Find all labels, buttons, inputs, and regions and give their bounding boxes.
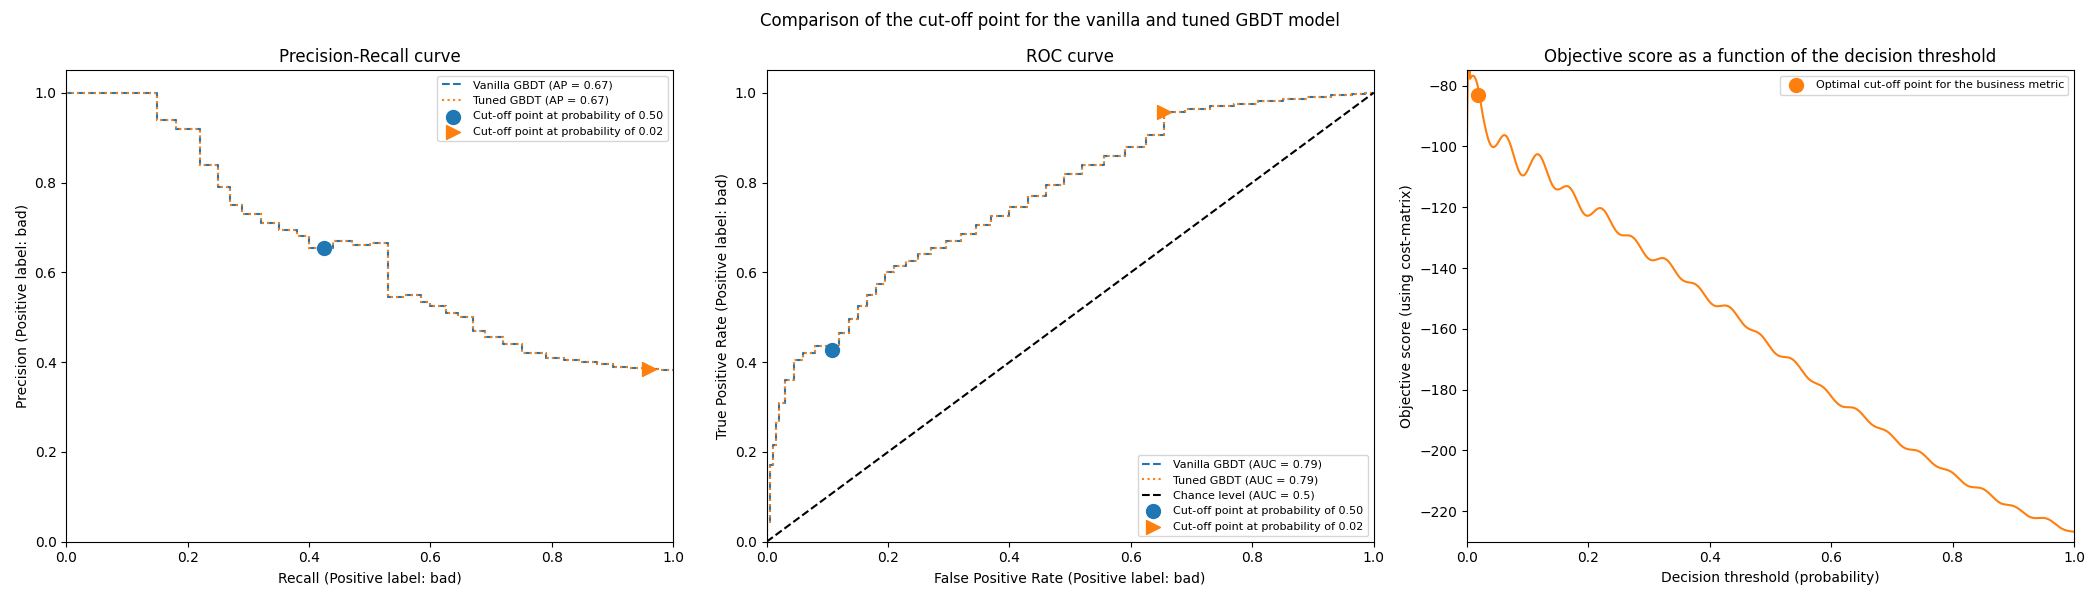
Title: Objective score as a function of the decision threshold: Objective score as a function of the dec… xyxy=(1544,48,1997,66)
Tuned GBDT (AUC = 0.79) xyxy=(1361,89,1386,97)
Tuned GBDT (AUC = 0.79) xyxy=(1319,92,1344,99)
Vanilla GBDT (AP = 0.67) xyxy=(55,89,80,97)
Tuned GBDT (AP = 0.67) xyxy=(649,365,674,373)
Legend: Optimal cut-off point for the business metric: Optimal cut-off point for the business m… xyxy=(1781,76,2068,95)
Vanilla GBDT (AUC = 0.79) xyxy=(1361,89,1386,97)
X-axis label: Recall (Positive label: bad): Recall (Positive label: bad) xyxy=(277,571,462,585)
Tuned GBDT (AUC = 0.79) xyxy=(754,538,779,545)
Cut-off point at probability of 0.50 xyxy=(815,345,848,355)
Vanilla GBDT (AUC = 0.79) xyxy=(863,280,888,287)
X-axis label: False Positive Rate (Positive label: bad): False Positive Rate (Positive label: bad… xyxy=(934,571,1205,585)
Cut-off point at probability of 0.02 xyxy=(1147,107,1180,116)
Title: ROC curve: ROC curve xyxy=(1027,48,1115,66)
Vanilla GBDT (AUC = 0.79) xyxy=(844,302,869,310)
Line: Tuned GBDT (AUC = 0.79): Tuned GBDT (AUC = 0.79) xyxy=(766,93,1373,542)
Tuned GBDT (AP = 0.67) xyxy=(662,367,687,374)
Vanilla GBDT (AUC = 0.79) xyxy=(754,538,779,545)
Y-axis label: Precision (Positive label: bad): Precision (Positive label: bad) xyxy=(15,204,29,408)
Legend: Vanilla GBDT (AP = 0.67), Tuned GBDT (AP = 0.67), Cut-off point at probability o: Vanilla GBDT (AP = 0.67), Tuned GBDT (AP… xyxy=(437,76,668,142)
Tuned GBDT (AP = 0.67) xyxy=(55,89,80,97)
Tuned GBDT (AUC = 0.79) xyxy=(855,302,880,310)
Vanilla GBDT (AUC = 0.79) xyxy=(949,238,974,245)
Tuned GBDT (AP = 0.67) xyxy=(433,309,458,316)
Text: Comparison of the cut-off point for the vanilla and tuned GBDT model: Comparison of the cut-off point for the … xyxy=(760,12,1340,30)
X-axis label: Decision threshold (probability): Decision threshold (probability) xyxy=(1661,571,1880,585)
Tuned GBDT (AP = 0.67) xyxy=(311,244,336,251)
Y-axis label: True Positive Rate (Positive label: bad): True Positive Rate (Positive label: bad) xyxy=(716,173,729,439)
Vanilla GBDT (AP = 0.67) xyxy=(164,125,189,132)
Tuned GBDT (AP = 0.67) xyxy=(649,367,674,374)
Y-axis label: Objective score (using cost-matrix): Objective score (using cost-matrix) xyxy=(1399,184,1413,428)
Vanilla GBDT (AUC = 0.79) xyxy=(1319,92,1344,99)
Cut-off point at probability of 0.50 xyxy=(307,243,340,253)
Tuned GBDT (AP = 0.67) xyxy=(311,244,336,251)
Vanilla GBDT (AP = 0.67) xyxy=(649,367,674,374)
Tuned GBDT (AUC = 0.79) xyxy=(863,280,888,287)
Line: Tuned GBDT (AP = 0.67): Tuned GBDT (AP = 0.67) xyxy=(67,93,674,370)
Vanilla GBDT (AUC = 0.79) xyxy=(855,302,880,310)
Vanilla GBDT (AP = 0.67) xyxy=(229,211,254,218)
Tuned GBDT (AP = 0.67) xyxy=(164,125,189,132)
Vanilla GBDT (AUC = 0.79) xyxy=(790,356,815,364)
Legend: Vanilla GBDT (AUC = 0.79), Tuned GBDT (AUC = 0.79), Chance level (AUC = 0.5), Cu: Vanilla GBDT (AUC = 0.79), Tuned GBDT (A… xyxy=(1138,455,1367,536)
Vanilla GBDT (AP = 0.67) xyxy=(662,367,687,374)
Tuned GBDT (AUC = 0.79) xyxy=(790,356,815,364)
Vanilla GBDT (AP = 0.67) xyxy=(649,365,674,373)
Optimal cut-off point for the business metric xyxy=(1462,90,1495,100)
Tuned GBDT (AUC = 0.79) xyxy=(949,238,974,245)
Vanilla GBDT (AP = 0.67) xyxy=(311,244,336,251)
Line: Vanilla GBDT (AUC = 0.79): Vanilla GBDT (AUC = 0.79) xyxy=(766,93,1373,542)
Vanilla GBDT (AP = 0.67) xyxy=(433,309,458,316)
Line: Vanilla GBDT (AP = 0.67): Vanilla GBDT (AP = 0.67) xyxy=(67,93,674,370)
Title: Precision-Recall curve: Precision-Recall curve xyxy=(279,48,460,66)
Tuned GBDT (AP = 0.67) xyxy=(229,211,254,218)
Vanilla GBDT (AP = 0.67) xyxy=(311,244,336,251)
Tuned GBDT (AUC = 0.79) xyxy=(844,302,869,310)
Cut-off point at probability of 0.02 xyxy=(632,364,666,374)
